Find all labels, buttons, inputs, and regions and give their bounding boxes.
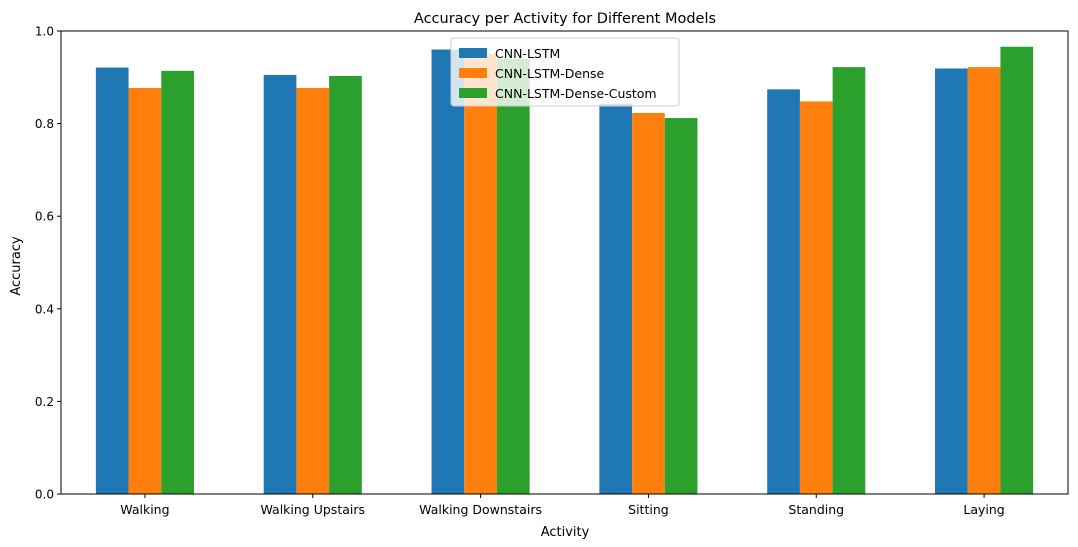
bar-cnn-lstm-dense-standing xyxy=(799,101,833,494)
legend-swatch xyxy=(459,88,487,98)
y-tick-label: 0.4 xyxy=(35,302,54,316)
plot-frame xyxy=(60,30,1069,495)
bar-cnn-lstm-dense-custom-walking-downstairs xyxy=(496,58,530,494)
legend-swatch xyxy=(459,48,487,58)
bar-cnn-lstm-walking-upstairs xyxy=(263,74,297,495)
legend: CNN-LSTM CNN-LSTM-Dense CNN-LSTM-Dense-Cus… xyxy=(450,37,680,107)
x-axis-label: Activity xyxy=(541,525,590,540)
y-tick-label: 1.0 xyxy=(35,25,54,39)
x-tick-label: Laying xyxy=(963,502,1004,517)
x-tick-label: Sitting xyxy=(628,502,669,517)
y-axis-label: Accuracy xyxy=(9,236,24,296)
x-axis: Walking Walking Upstairs Walking Downstair… xyxy=(120,494,1005,517)
x-tick-label: Walking Upstairs xyxy=(260,502,365,517)
legend-box xyxy=(450,37,680,107)
y-tick-label: 0.0 xyxy=(35,488,54,502)
bar-cnn-lstm-dense-custom-sitting xyxy=(664,118,698,494)
bar-cnn-lstm-dense-sitting xyxy=(632,112,665,495)
bar-cnn-lstm-dense-custom-walking xyxy=(161,70,194,495)
y-tick-label: 0.6 xyxy=(35,210,54,224)
bar-cnn-lstm-dense-custom-standing xyxy=(832,67,866,494)
bar-cnn-lstm-sitting xyxy=(599,103,633,494)
bar-cnn-lstm-laying xyxy=(935,68,968,495)
bar-cnn-lstm-walking-downstairs xyxy=(431,49,465,495)
bar-cnn-lstm-dense-walking-upstairs xyxy=(296,87,330,494)
chart-title: Accuracy per Activity for Different Mode… xyxy=(414,11,716,27)
y-tick-label: 0.8 xyxy=(35,117,54,131)
legend-label: CNN-LSTM xyxy=(495,46,560,61)
x-tick-label: Walking Downstairs xyxy=(419,502,542,517)
bar-cnn-lstm-dense-laying xyxy=(967,67,1001,494)
legend-swatch xyxy=(459,68,487,78)
legend-label: CNN-LSTM-Dense-Custom xyxy=(495,86,657,101)
bar-cnn-lstm-standing xyxy=(767,89,800,494)
bar-cnn-lstm-dense-walking-downstairs xyxy=(464,53,497,494)
bar-cnn-lstm-dense-custom-walking-upstairs xyxy=(329,75,362,494)
y-axis: 0.0 0.2 0.4 0.6 0.8 1.0 xyxy=(35,25,61,502)
bars-group xyxy=(95,46,1034,495)
x-tick-label: Standing xyxy=(788,502,844,517)
bar-cnn-lstm-dense-walking xyxy=(128,87,162,494)
bar-cnn-lstm-dense-custom-laying xyxy=(1000,46,1034,494)
y-tick-label: 0.2 xyxy=(35,395,54,409)
x-tick-label: Walking xyxy=(120,502,169,517)
legend-label: CNN-LSTM-Dense xyxy=(495,66,605,81)
bar-cnn-lstm-walking xyxy=(95,67,129,495)
